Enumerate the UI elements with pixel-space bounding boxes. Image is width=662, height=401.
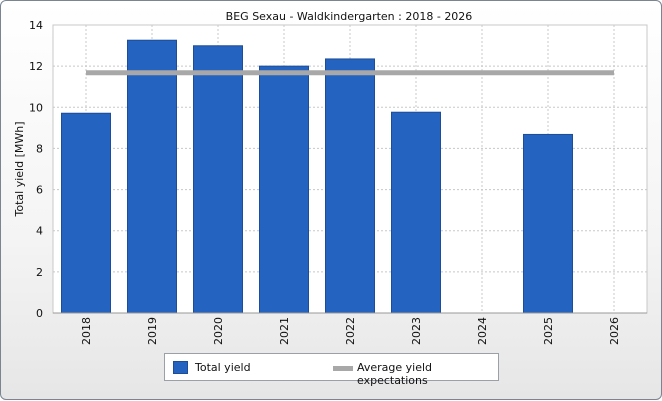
x-tick-label: 2019: [146, 317, 159, 345]
bar-2021: [259, 65, 309, 314]
chart-title: BEG Sexau - Waldkindergarten : 2018 - 20…: [226, 10, 473, 23]
bar-2023: [391, 111, 441, 314]
legend-label-total-yield: Total yield: [195, 361, 251, 374]
bar-2018: [61, 112, 111, 314]
y-tick-label: 8: [36, 142, 43, 155]
y-tick-label: 6: [36, 184, 43, 197]
x-tick-label: 2020: [212, 317, 225, 345]
x-tick-label: 2022: [344, 317, 357, 345]
x-tick-label: 2026: [608, 317, 621, 345]
legend-label-average: Average yield expectations: [357, 361, 433, 387]
bar-2022: [325, 58, 375, 314]
x-tick-label: 2021: [278, 317, 291, 345]
y-axis-label: Total yield [MWh]: [13, 122, 26, 218]
y-tick-label: 0: [36, 307, 43, 320]
bar-2020: [193, 45, 243, 314]
y-tick-label: 14: [29, 19, 43, 32]
legend-swatch-average: [333, 366, 353, 371]
x-tick-label: 2024: [476, 317, 489, 345]
y-tick-label: 4: [36, 225, 43, 238]
y-tick-label: 12: [29, 60, 43, 73]
legend: Total yield Average yield expectations: [164, 353, 499, 387]
x-tick-label: 2023: [410, 317, 423, 345]
bar-2019: [127, 39, 177, 314]
bar-2025: [523, 133, 573, 314]
x-tick-label: 2018: [80, 317, 93, 345]
legend-swatch-total-yield: [173, 361, 188, 374]
y-tick-label: 10: [29, 101, 43, 114]
x-tick-label: 2025: [542, 317, 555, 345]
y-tick-label: 2: [36, 266, 43, 279]
